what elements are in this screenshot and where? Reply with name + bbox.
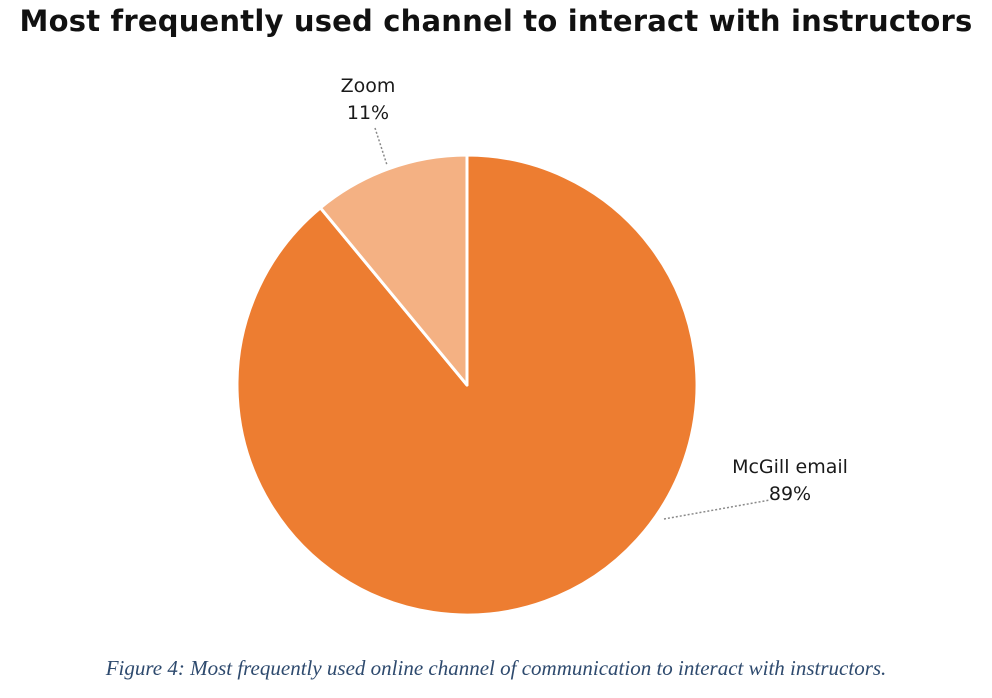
- slice-label-zoom: Zoom: [341, 75, 396, 97]
- chart-title: Most frequently used channel to interact…: [19, 4, 973, 38]
- slice-value-zoom: 11%: [347, 102, 389, 124]
- slice-label-mcgill-email: McGill email: [732, 456, 848, 478]
- slice-value-mcgill-email: 89%: [769, 483, 811, 505]
- leader-lines: [374, 127, 771, 520]
- pie-slices: [235, 153, 699, 617]
- leader-line-mcgill-email: [663, 499, 771, 520]
- pie-chart: McGill email 89% Zoom 11%: [235, 75, 848, 617]
- figure-caption: Figure 4: Most frequently used online ch…: [105, 656, 887, 680]
- pie-slice-zoom: [318, 153, 469, 387]
- leader-line-zoom: [374, 127, 388, 166]
